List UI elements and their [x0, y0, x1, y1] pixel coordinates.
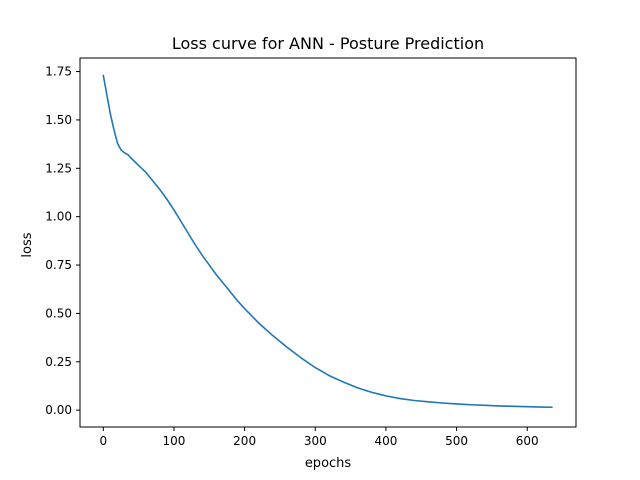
x-tick-label: 100 — [163, 434, 186, 448]
y-axis-label: loss — [20, 232, 35, 257]
y-tick-label: 0.50 — [45, 306, 72, 320]
y-tick-label: 1.25 — [45, 161, 72, 175]
loss-series-line — [102, 74, 553, 409]
x-tick-label: 200 — [233, 434, 256, 448]
y-tick-label: 0.25 — [45, 355, 72, 369]
y-axis-ticks: 0.00 0.25 0.50 0.75 1.00 1.25 1.50 1.75 — [45, 65, 80, 417]
y-tick-label: 1.50 — [45, 113, 72, 127]
y-tick-label: 1.75 — [45, 65, 72, 79]
x-axis-ticks: 0 100 200 300 400 500 600 — [99, 427, 539, 448]
x-tick-label: 500 — [445, 434, 468, 448]
x-tick-label: 300 — [304, 434, 327, 448]
y-tick-label: 1.00 — [45, 210, 72, 224]
y-tick-label: 0.75 — [45, 258, 72, 272]
x-tick-label: 0 — [99, 434, 107, 448]
x-tick-label: 600 — [516, 434, 539, 448]
x-tick-label: 400 — [374, 434, 397, 448]
axes-frame — [79, 57, 577, 428]
plot-area — [102, 74, 553, 409]
y-tick-label: 0.00 — [45, 403, 72, 417]
chart-title: Loss curve for ANN - Posture Prediction — [172, 34, 484, 53]
x-axis-label: epochs — [305, 456, 352, 471]
